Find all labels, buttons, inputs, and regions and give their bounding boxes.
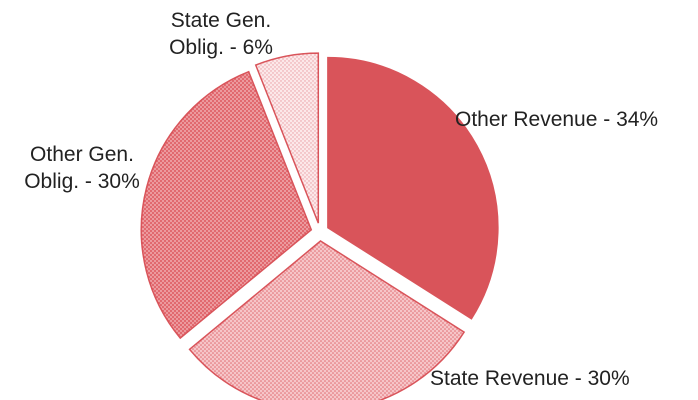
slice-other-gen-oblig — [140, 70, 313, 340]
slice-label-line: State Gen. — [171, 9, 271, 32]
slice-label-line: Other Gen. — [30, 143, 134, 166]
slice-label-line: Other Revenue - 34% — [455, 108, 658, 131]
label-state-revenue: State Revenue - 30% — [430, 367, 630, 390]
slice-label-line: Oblig. - 30% — [24, 170, 140, 193]
slice-other-revenue — [327, 56, 499, 320]
slice-label-line: Oblig. - 6% — [169, 36, 273, 59]
slice-label-line: State Revenue - 30% — [430, 367, 630, 390]
label-state-gen-oblig: State Gen. Oblig. - 6% — [169, 9, 273, 59]
label-other-gen-oblig: Other Gen. Oblig. - 30% — [24, 143, 140, 193]
slice-state-gen-oblig — [254, 52, 320, 224]
slice-state-revenue — [188, 240, 466, 400]
label-other-revenue: Other Revenue - 34% — [455, 108, 658, 131]
